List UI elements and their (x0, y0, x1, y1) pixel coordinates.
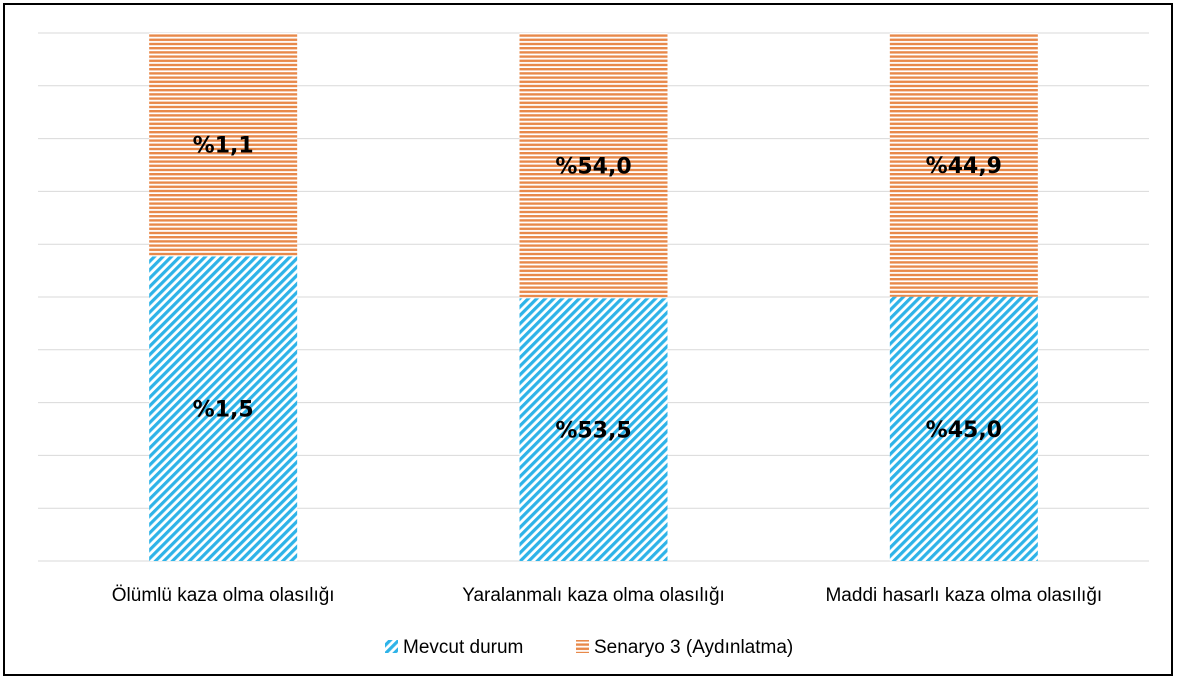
chart-frame: %1,5 %1,1 %53,5 %54,0 %45,0 %44,9 Ölümlü kaza… (3, 3, 1173, 676)
data-label: %1,1 (193, 134, 254, 159)
data-label: %1,5 (193, 398, 254, 423)
bar-segment-senaryo3-0 (149, 33, 298, 257)
category-label: Ölümlü kaza olma olasılığı (112, 585, 335, 606)
category-label: Yaralanmalı kaza olma olasılığı (462, 585, 725, 606)
category-labels: Ölümlü kaza olma olasılığı Yaralanmalı ka… (112, 585, 1102, 606)
bar-segment-mevcut-2 (889, 296, 1038, 561)
legend-swatch-senaryo3 (576, 640, 589, 653)
data-label: %45,0 (926, 418, 1002, 443)
bars (149, 33, 1038, 561)
data-label: %53,5 (555, 419, 631, 444)
legend: Mevcut durum Senaryo 3 (Aydınlatma) (385, 637, 793, 658)
stacked-bar-chart: %1,5 %1,1 %53,5 %54,0 %45,0 %44,9 Ölümlü kaza… (38, 32, 1149, 658)
data-labels: %1,5 %1,1 %53,5 %54,0 %45,0 %44,9 (193, 134, 1002, 444)
data-label: %44,9 (926, 154, 1002, 179)
legend-label: Senaryo 3 (Aydınlatma) (594, 637, 793, 658)
legend-label: Mevcut durum (403, 637, 523, 658)
bar-segment-senaryo3-1 (519, 33, 668, 299)
bar-segment-mevcut-1 (519, 298, 668, 561)
legend-swatch-mevcut (385, 640, 398, 653)
category-label: Maddi hasarlı kaza olma olasılığı (825, 585, 1102, 606)
data-label: %54,0 (555, 155, 631, 180)
bar-segment-mevcut-0 (149, 256, 298, 561)
bar-segment-senaryo3-2 (889, 33, 1038, 297)
